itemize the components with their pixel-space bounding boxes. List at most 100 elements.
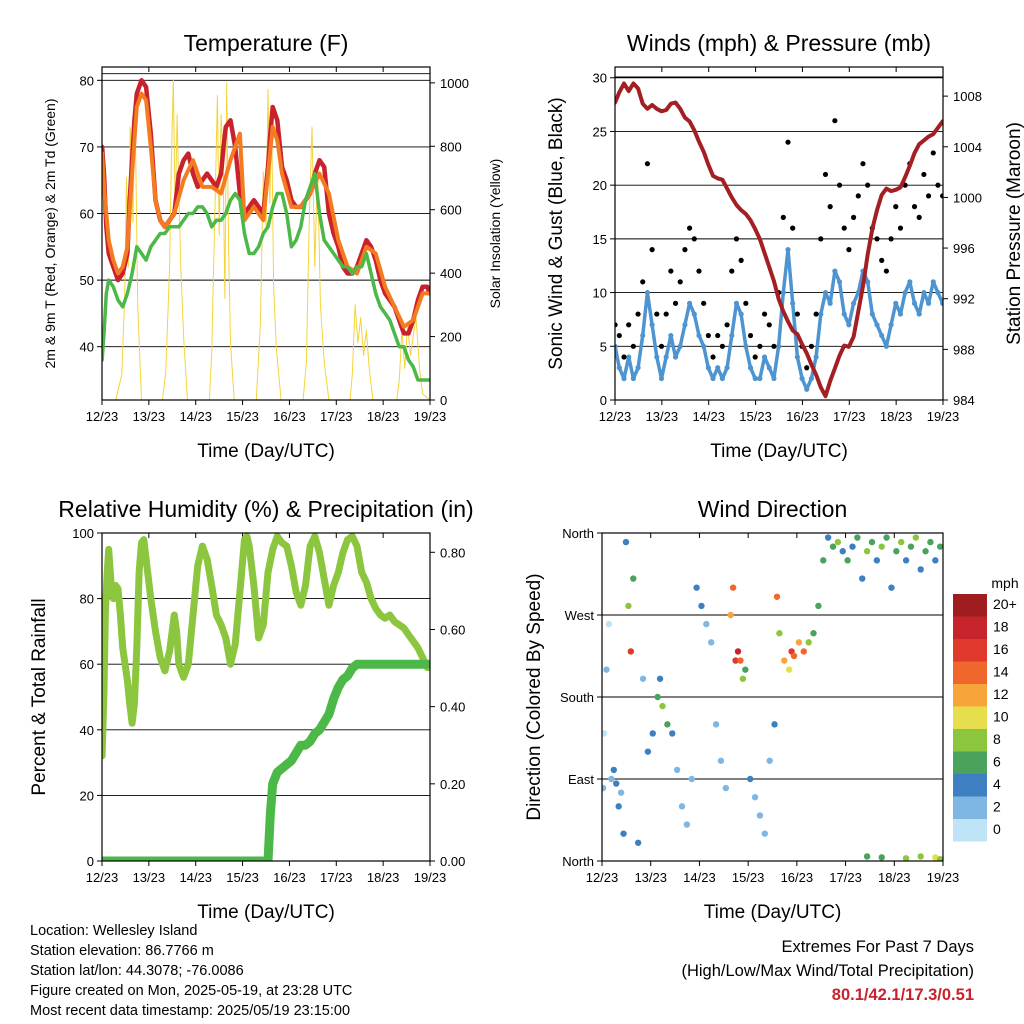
colorbar-swatch (953, 729, 987, 752)
direction-point (727, 611, 734, 619)
direction-point (863, 853, 871, 860)
y2-tick-label: 1000 (440, 76, 469, 91)
y-tick-label: 100 (72, 526, 94, 541)
x-tick-label: 12/23 (599, 409, 632, 424)
y-tick-label: 10 (593, 286, 607, 301)
x-axis-label: Time (Day/UTC) (710, 441, 848, 462)
x-tick-label: 19/23 (414, 409, 447, 424)
y-tick-label: 60 (80, 657, 94, 672)
direction-point (820, 557, 827, 564)
direction-point (771, 721, 778, 728)
data-point (921, 289, 927, 296)
station-elevation: Station elevation: 86.7766 m (30, 943, 214, 959)
data-point (715, 365, 721, 371)
data-point (654, 354, 660, 360)
data-point (776, 343, 782, 349)
data-point (761, 354, 768, 360)
direction-point (810, 630, 817, 637)
direction-point (893, 548, 900, 555)
extremes-title: Extremes For Past 7 Days (781, 938, 974, 956)
data-point (705, 365, 711, 371)
direction-point (708, 639, 715, 646)
data-point (761, 311, 768, 317)
data-point (743, 300, 749, 306)
data-point (940, 300, 943, 306)
data-point (804, 386, 810, 392)
x-tick-label: 13/23 (634, 870, 667, 885)
data-point (743, 343, 749, 349)
colorbar-label: 20+ (993, 596, 1017, 612)
direction-point (785, 666, 793, 673)
y-tick-label: 80 (80, 592, 94, 607)
data-point (621, 354, 627, 360)
data-point (654, 311, 660, 317)
y-tick-label: 0 (600, 393, 607, 408)
direction-point (712, 721, 720, 728)
y2-tick-label: 1008 (953, 89, 982, 104)
y-tick-label: 15 (593, 232, 607, 247)
direction-point (717, 757, 725, 764)
y2-axis-label: Solar Insolation (Yellow) (487, 159, 503, 309)
data-point (804, 365, 810, 371)
data-point (658, 343, 665, 349)
y2-tick-label: 0.20 (440, 777, 465, 792)
direction-point (678, 803, 686, 810)
y2-tick-label: 600 (440, 203, 462, 218)
data-point (733, 300, 740, 306)
direction-point (907, 543, 915, 550)
y-tick-label: 20 (593, 178, 607, 193)
x-tick-label: 15/23 (226, 870, 259, 885)
direction-point (608, 775, 615, 783)
data-point (925, 193, 932, 199)
x-tick-label: 17/23 (320, 870, 353, 885)
direction-point (932, 854, 939, 861)
direction-point (625, 602, 632, 610)
y2-tick-label: 200 (440, 330, 462, 345)
x-tick-label: 17/23 (320, 409, 353, 424)
direction-point (722, 784, 730, 792)
data-point (757, 343, 763, 349)
data-point (677, 343, 683, 349)
direction-point (746, 775, 754, 783)
data-point (799, 375, 805, 382)
panel-4: Wind DirectionNorthEastSouthWestNorth12/… (524, 496, 959, 923)
x-tick-label: 18/23 (880, 409, 913, 424)
data-point (686, 300, 693, 306)
plot-area (102, 78, 430, 400)
y2-tick-label: 996 (953, 241, 975, 256)
data-point (827, 300, 833, 306)
y-tick-label: North (562, 854, 594, 869)
data-point (682, 247, 688, 253)
data-point (935, 182, 941, 188)
direction-point (664, 721, 671, 728)
y-tick-label: 20 (80, 788, 94, 803)
data-point (682, 322, 688, 328)
colorbar-label: 16 (993, 641, 1009, 657)
data-point (808, 343, 815, 349)
plot-frame (101, 66, 431, 401)
direction-point (805, 639, 812, 646)
colorbar-swatch (953, 594, 987, 617)
colorbar-label: 14 (993, 664, 1009, 680)
x-tick-label: 16/23 (781, 870, 814, 885)
data-point (790, 300, 796, 306)
data-point (616, 332, 622, 339)
colorbar-swatch (953, 751, 987, 774)
direction-point (698, 602, 705, 610)
data-point (850, 300, 857, 306)
direction-point (673, 766, 681, 774)
data-point (921, 171, 927, 178)
direction-point (620, 830, 627, 837)
direction-point (617, 789, 625, 796)
direction-point (742, 666, 749, 673)
data-point (738, 311, 744, 317)
direction-point (659, 702, 666, 710)
data-point (733, 236, 740, 242)
data-point (897, 225, 904, 231)
y2-tick-label: 0.80 (440, 545, 465, 560)
y-tick-label: 0 (87, 854, 94, 869)
data-point (729, 332, 735, 339)
data-point (888, 322, 894, 328)
data-point (686, 225, 693, 231)
colorbar-swatch (953, 796, 987, 819)
